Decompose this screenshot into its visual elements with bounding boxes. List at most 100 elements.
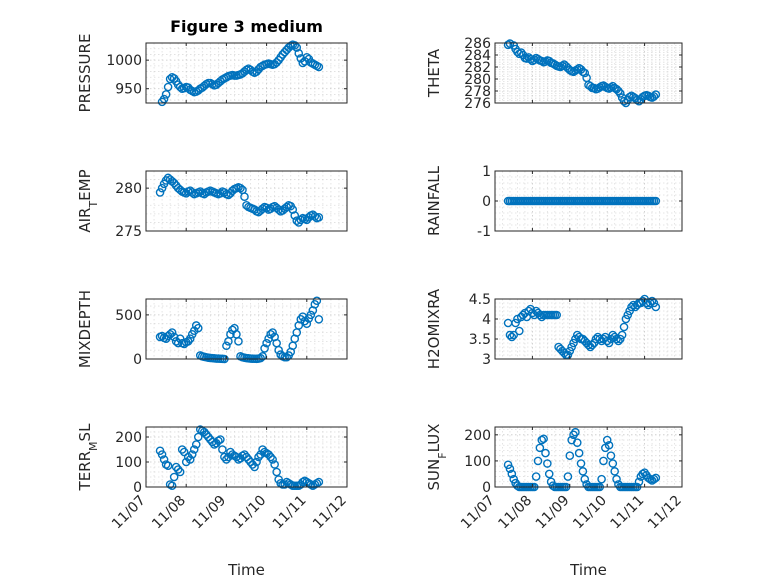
y-tick-label: 200 xyxy=(464,428,491,444)
data-point xyxy=(163,461,173,471)
data-point xyxy=(282,352,292,362)
y-tick-label: 0 xyxy=(482,480,491,496)
axes-box xyxy=(145,298,348,360)
data-point xyxy=(234,337,243,346)
data-point xyxy=(543,459,552,468)
y-tick-label: 282 xyxy=(464,60,491,76)
data-point xyxy=(193,432,203,442)
data-series xyxy=(155,296,324,364)
data-point xyxy=(612,334,621,344)
data-point xyxy=(651,473,661,483)
subplot-h2omixra: 3 3.5 4 4.5 H2OMIXRA xyxy=(425,288,683,369)
data-point xyxy=(505,464,515,474)
x-tick-label: 11/11 xyxy=(270,493,310,533)
data-point xyxy=(601,332,610,342)
data-point xyxy=(571,427,580,437)
y-tick-label: 100 xyxy=(115,455,142,471)
data-point xyxy=(161,90,171,99)
data-point xyxy=(262,338,271,348)
data-point xyxy=(552,310,562,320)
y-axis-label: TERRMSL xyxy=(76,423,100,492)
data-point xyxy=(645,474,655,484)
data-point xyxy=(649,92,659,101)
data-point xyxy=(526,304,535,314)
axes-box xyxy=(494,426,683,488)
data-point xyxy=(169,472,179,482)
data-point xyxy=(222,341,231,351)
data-point xyxy=(617,330,627,340)
x-tick-label: 11/07 xyxy=(458,493,498,533)
x-axis-label: Time xyxy=(227,561,265,579)
plot-area xyxy=(146,299,347,359)
data-point xyxy=(615,89,625,98)
data-point xyxy=(572,438,582,447)
y-axis-label: H2OMIXRA xyxy=(425,288,443,369)
data-point xyxy=(232,452,241,462)
y-tick-label: 280 xyxy=(464,72,491,88)
chart-title: Figure 3 medium xyxy=(170,17,323,36)
data-series xyxy=(503,39,661,108)
data-point xyxy=(298,58,308,68)
data-point xyxy=(533,456,543,466)
data-point xyxy=(310,212,320,221)
data-point xyxy=(220,452,229,462)
subplot-pressure: 950 1000 PRESSURE Figure 3 medium xyxy=(76,17,348,112)
data-point xyxy=(302,52,312,62)
x-tick-label: 11/10 xyxy=(230,493,270,533)
data-point xyxy=(250,462,259,472)
data-point xyxy=(193,323,203,333)
axes-box xyxy=(145,170,348,232)
data-point xyxy=(634,477,644,487)
y-tick-label: 500 xyxy=(115,308,142,324)
y-tick-label: 100 xyxy=(464,454,491,470)
data-point xyxy=(567,342,576,352)
y-tick-label: 284 xyxy=(464,48,491,64)
data-point xyxy=(515,49,524,59)
x-tick-label: 11/07 xyxy=(109,493,149,533)
data-point xyxy=(597,474,606,484)
data-point xyxy=(625,306,634,316)
data-point xyxy=(584,340,593,350)
data-point xyxy=(268,455,277,464)
data-point xyxy=(614,86,623,96)
data-point xyxy=(159,455,169,464)
data-point xyxy=(157,183,167,193)
data-point xyxy=(314,212,324,222)
data-point xyxy=(619,96,629,106)
data-point xyxy=(629,300,638,310)
data-point xyxy=(167,481,177,491)
data-point xyxy=(258,204,267,214)
data-series xyxy=(503,294,661,360)
data-point xyxy=(580,474,590,484)
data-point xyxy=(208,437,217,447)
data-point xyxy=(507,469,517,479)
data-point xyxy=(290,211,300,220)
y-tick-label: 286 xyxy=(464,36,491,52)
data-point xyxy=(169,332,179,342)
x-axis-label: Time xyxy=(569,561,607,579)
data-point xyxy=(602,435,612,445)
y-tick-label: 0 xyxy=(482,194,491,210)
data-point xyxy=(507,332,517,342)
data-point xyxy=(638,469,648,479)
data-series xyxy=(503,196,661,206)
y-tick-label: 3.5 xyxy=(469,332,491,348)
data-point xyxy=(302,319,312,329)
data-point xyxy=(290,40,300,50)
data-point xyxy=(264,334,273,344)
data-point xyxy=(587,340,597,350)
data-point xyxy=(578,67,588,77)
data-point xyxy=(185,455,195,464)
x-tick-label: 11/12 xyxy=(645,493,685,533)
data-point xyxy=(157,450,167,459)
data-point xyxy=(216,435,225,444)
data-point xyxy=(270,460,279,469)
data-point xyxy=(185,334,195,344)
data-point xyxy=(621,314,631,324)
data-point xyxy=(312,296,322,306)
data-point xyxy=(615,334,625,344)
data-point xyxy=(274,345,283,355)
data-point xyxy=(216,188,225,198)
data-point xyxy=(651,302,661,312)
x-tick-label: 11/12 xyxy=(310,493,350,533)
